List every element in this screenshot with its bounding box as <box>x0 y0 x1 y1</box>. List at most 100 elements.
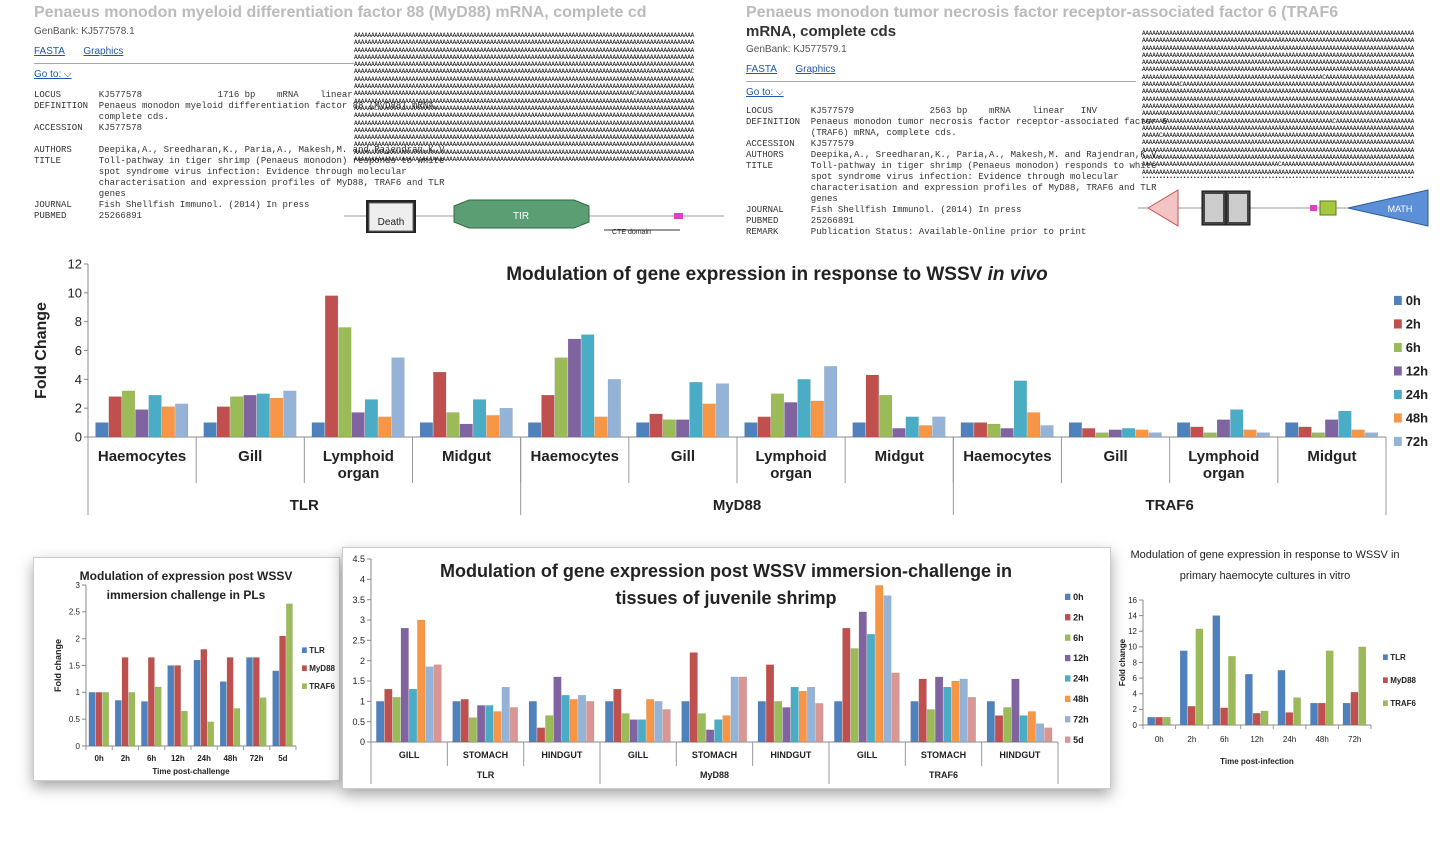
legend-swatch <box>1065 614 1071 621</box>
category-label: 12h <box>1250 735 1263 744</box>
bar-72h-6 <box>824 366 838 438</box>
legend-entry: 2h <box>1073 612 1084 622</box>
bar-12h-8 <box>1000 428 1014 438</box>
bar-12h-5 <box>676 419 690 438</box>
bar-72h-2 <box>578 695 587 743</box>
category-label: Midgut <box>1307 448 1356 465</box>
juvenile-chart-frame: 0 0.5 1 1.5 2 2.5 3 3.5 4 4.5 GILL STOMACH HINDGUT GI… <box>342 547 1111 789</box>
category-label: STOMACH <box>463 750 508 760</box>
bar-72h-0 <box>175 403 189 438</box>
bar-12h-3 <box>459 423 473 438</box>
legend-swatch <box>302 683 307 689</box>
bar-0h-6 <box>744 422 758 438</box>
bar-24h-9 <box>1122 428 1136 438</box>
bar-6h-7 <box>926 709 935 743</box>
bar-TRAF6-6 <box>259 697 267 747</box>
chart-title-line: Modulation of gene expression post WSSV … <box>440 561 1012 581</box>
goto-link[interactable]: Go to: ⌵ <box>746 87 784 98</box>
chart-title-italic: in vivo <box>988 264 1048 285</box>
y-tick-label: 0 <box>360 737 365 747</box>
bar-TRAF6-6 <box>1358 646 1367 726</box>
bar-24h-5 <box>790 686 799 743</box>
bar-6h-2 <box>338 327 352 438</box>
x-axis-label: Time post-challenge <box>152 767 230 776</box>
category-label: GILL <box>628 750 649 760</box>
bar-5d-2 <box>586 701 595 743</box>
bar-24h-3 <box>473 399 487 438</box>
bar-5d-6 <box>891 672 900 743</box>
bar-0h-11 <box>1285 422 1299 438</box>
group-label: TLR <box>290 497 319 514</box>
category-label: 24h <box>1283 735 1296 744</box>
graphics-link[interactable]: Graphics <box>83 46 124 57</box>
bar-2h-0 <box>108 396 122 438</box>
legend-swatch <box>1065 634 1071 641</box>
bar-5d-3 <box>662 709 671 743</box>
bar-TRAF6-2 <box>1228 656 1236 726</box>
goto-link[interactable]: Go to: ⌵ <box>34 69 72 80</box>
chart-title-line: tissues of juvenile shrimp <box>615 588 836 608</box>
bar-72h-2 <box>391 357 405 438</box>
record-text: LOCUS KJ577578 1716 bp mRNA linear DEFIN… <box>34 90 450 221</box>
group-label: TLR <box>477 770 495 780</box>
y-tick-label: 0 <box>1133 721 1138 730</box>
bar-0h-2 <box>311 422 325 438</box>
bar-6h-3 <box>446 412 460 438</box>
bar-TLR-1 <box>1179 650 1188 726</box>
bar-48h-1 <box>493 711 502 743</box>
graphics-link[interactable]: Graphics <box>795 64 836 75</box>
bar-2h-4 <box>541 394 555 438</box>
category-label: Gill <box>1103 448 1127 465</box>
bar-2h-3 <box>613 688 622 743</box>
bar-MyD88-0 <box>95 692 103 747</box>
bar-12h-7 <box>935 676 944 743</box>
tir-domain-label: TIR <box>513 211 529 222</box>
category-label: Haemocytes <box>531 448 619 465</box>
bar-2h-7 <box>918 678 927 743</box>
y-tick-label: 12 <box>68 257 82 272</box>
bar-24h-10 <box>1230 409 1244 438</box>
death-domain-label: Death <box>378 217 405 228</box>
legend-swatch <box>1394 413 1402 423</box>
chevron-down-icon: ⌵ <box>776 87 784 98</box>
chart-title-line: Modulation of expression post WSSV <box>80 569 293 583</box>
bar-6h-5 <box>774 701 783 743</box>
y-tick-label: 0.5 <box>352 717 365 727</box>
x-axis-label: Time post-infection <box>1220 757 1294 766</box>
legend-swatch <box>1383 677 1388 683</box>
bar-24h-5 <box>689 382 703 438</box>
category-label: 48h <box>1315 735 1328 744</box>
cte-domain-label: CTE domain <box>612 229 651 236</box>
bar-6h-7 <box>879 394 893 438</box>
sequence-block: AAAAAAAAAAAAAAAAAAAAAAAAAAAAAAAAAAAAAAAA… <box>1142 30 1415 178</box>
category-label: GILL <box>857 750 878 760</box>
bar-TRAF6-1 <box>128 692 136 747</box>
bar-72h-6 <box>883 595 892 743</box>
math-domain <box>1347 189 1429 227</box>
bar-2h-1 <box>460 699 469 743</box>
bar-12h-6 <box>858 611 867 743</box>
bar-48h-4 <box>722 715 731 743</box>
y-tick-label: 0 <box>76 742 81 751</box>
bar-24h-0 <box>408 688 417 743</box>
bar-MyD88-3 <box>174 665 181 747</box>
bar-6h-3 <box>621 713 630 743</box>
bar-24h-3 <box>637 719 646 743</box>
bar-2h-1 <box>216 406 230 438</box>
bar-6h-2 <box>545 715 554 743</box>
chevron-down-icon: ⌵ <box>64 69 72 80</box>
fasta-link[interactable]: FASTA <box>34 46 65 57</box>
ring-domain <box>1147 189 1179 227</box>
domain-diagram: MATH <box>1138 189 1429 227</box>
y-tick-label: 2 <box>75 401 82 416</box>
fasta-link[interactable]: FASTA <box>746 64 777 75</box>
legend-swatch <box>1383 654 1388 660</box>
bar-0h-7 <box>852 422 866 438</box>
bar-6h-10 <box>1203 432 1217 438</box>
legend-swatch <box>302 647 307 653</box>
chart-title: Modulation of gene expression in respons… <box>506 264 1048 285</box>
y-tick-label: 2 <box>1133 705 1138 714</box>
bar-MyD88-3 <box>1252 713 1261 726</box>
legend-entry: 2h <box>1406 317 1421 332</box>
bar-12h-5 <box>782 707 791 743</box>
